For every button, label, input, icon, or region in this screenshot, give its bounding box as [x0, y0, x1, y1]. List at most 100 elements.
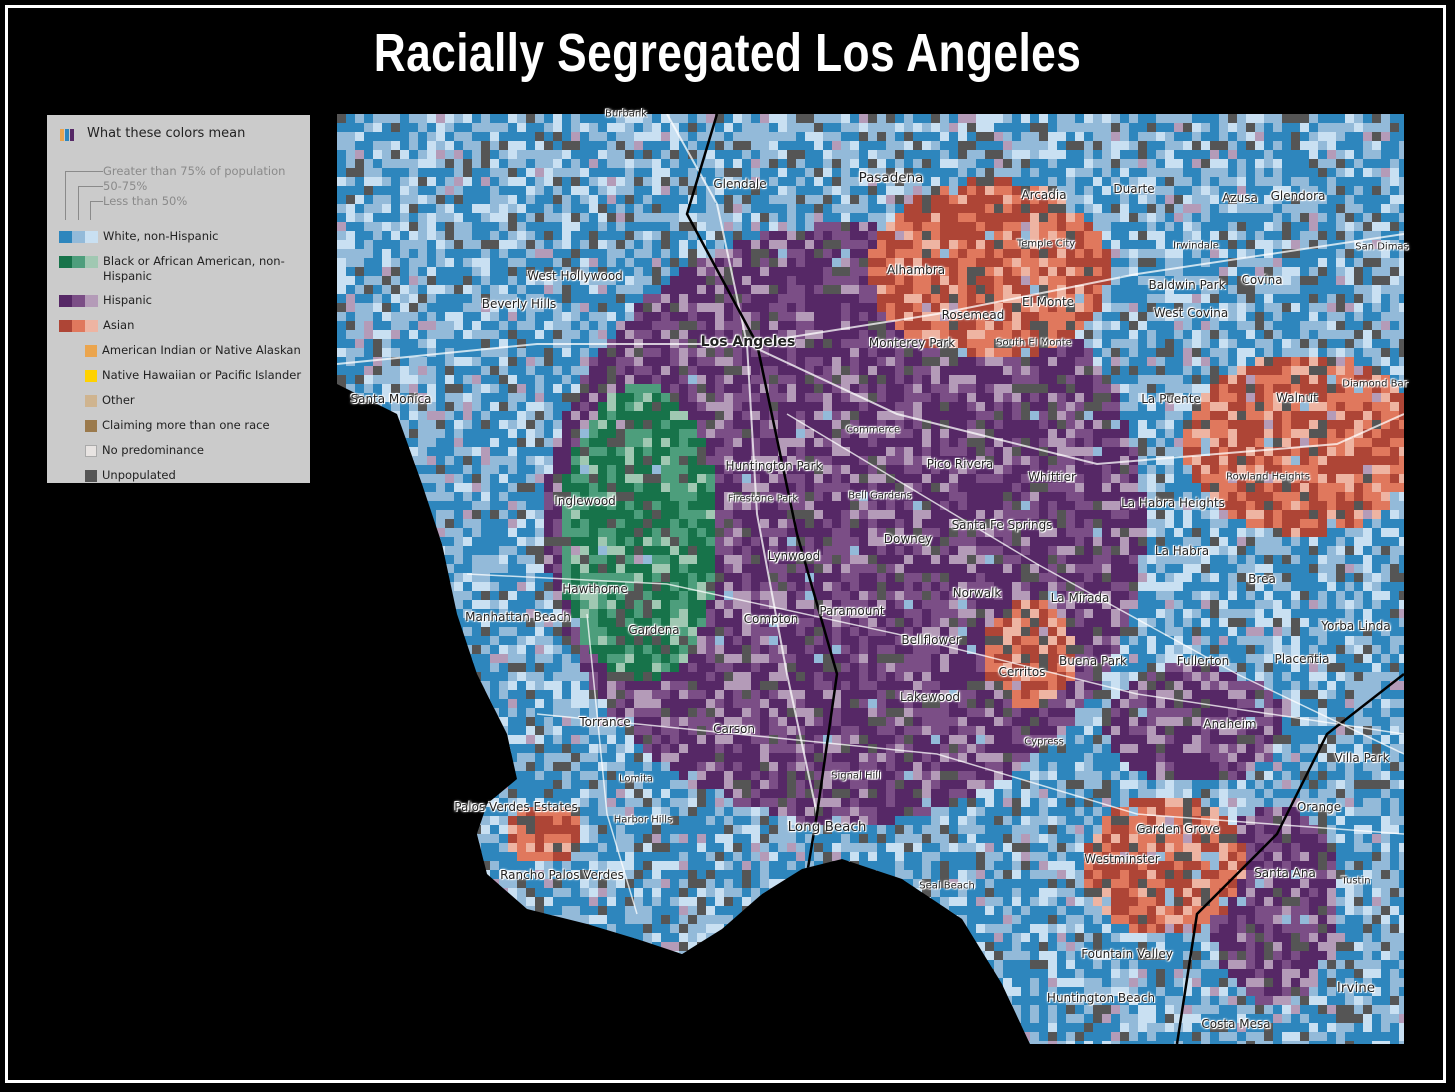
legend-swatch [85, 370, 97, 382]
place-label-temple-city: Temple City [1016, 238, 1076, 250]
place-label-lakewood: Lakewood [899, 690, 961, 704]
place-label-lynwood: Lynwood [767, 549, 821, 563]
place-label-la-habra: La Habra [1154, 544, 1210, 558]
place-label-firestone-park: Firestone Park [727, 493, 799, 505]
legend-item: No predominance [59, 443, 302, 458]
place-label-garden-grove: Garden Grove [1136, 822, 1220, 836]
place-label-placentia: Placentia [1274, 652, 1330, 666]
legend-label: Other [102, 393, 135, 407]
place-label-irvine: Irvine [1336, 980, 1376, 996]
place-label-anaheim: Anaheim [1203, 717, 1257, 731]
legend-swatch [85, 445, 97, 457]
place-label-irwindale: Irwindale [1173, 240, 1219, 252]
legend-label: Unpopulated [102, 468, 176, 482]
legend-label: Black or African American, non-Hispanic [103, 254, 285, 283]
place-label-rosemead: Rosemead [941, 308, 1005, 322]
place-label-bell-gardens: Bell Gardens [848, 490, 912, 502]
legend-item: American Indian or Native Alaskan [59, 343, 302, 358]
place-label-beverly-hills: Beverly Hills [481, 297, 557, 311]
census-tract-mosaic [337, 114, 1404, 1044]
legend-swatch [85, 470, 97, 482]
place-label-manhattan-beach: Manhattan Beach [465, 610, 571, 624]
legend-color-icon [60, 129, 74, 141]
place-label-signal-hill: Signal Hill [831, 770, 881, 782]
legend-label: White, non-Hispanic [103, 229, 219, 243]
place-label-alhambra: Alhambra [886, 263, 946, 277]
place-label-huntington-park: Huntington Park [725, 459, 823, 473]
place-label-carson: Carson [713, 722, 755, 736]
page-frame [5, 5, 1446, 1083]
legend-swatch [59, 295, 98, 307]
legend-item: Claiming more than one race [59, 418, 302, 433]
tier-connector [65, 171, 103, 220]
legend-swatch [85, 395, 97, 407]
legend-label: Hispanic [103, 293, 152, 307]
place-label-fullerton: Fullerton [1176, 654, 1230, 668]
place-label-yorba-linda: Yorba Linda [1321, 619, 1391, 633]
tier-connector [78, 186, 103, 220]
place-label-tustin: Tustin [1341, 875, 1371, 887]
place-label-south-el-monte: South El Monte [996, 337, 1072, 349]
place-label-palos-verdes-estates: Palos Verdes Estates [454, 800, 578, 814]
place-label-santa-monica: Santa Monica [350, 392, 432, 406]
place-label-lomita: Lomita [618, 773, 654, 785]
place-label-azusa: Azusa [1222, 191, 1258, 205]
place-label-compton: Compton [743, 612, 799, 626]
place-label-west-hollywood: West Hollywood [527, 269, 623, 283]
legend-label: Claiming more than one race [102, 418, 270, 432]
place-label-cypress: Cypress [1024, 736, 1064, 748]
place-label-glendale: Glendale [713, 177, 767, 191]
place-label-walnut: Walnut [1276, 391, 1318, 405]
legend-item: Other [59, 393, 302, 408]
place-label-norwalk: Norwalk [952, 586, 1002, 600]
place-label-hawthorne: Hawthorne [562, 582, 628, 596]
place-label-fountain-valley: Fountain Valley [1081, 947, 1173, 961]
legend-swatch [59, 231, 98, 243]
place-label-seal-beach: Seal Beach [919, 880, 975, 892]
place-label-santa-ana: Santa Ana [1254, 866, 1316, 880]
legend-item: White, non-Hispanic [59, 229, 303, 244]
legend-swatch [85, 345, 97, 357]
legend-swatch [85, 420, 97, 432]
tier-label-high: Greater than 75% of population [103, 164, 286, 178]
place-label-arcadia: Arcadia [1021, 188, 1067, 202]
place-label-monterey-park: Monterey Park [868, 336, 956, 350]
place-label-la-mirada: La Mirada [1050, 591, 1110, 605]
legend-label: Asian [103, 318, 135, 332]
place-label-brea: Brea [1248, 572, 1276, 586]
place-label-villa-park: Villa Park [1334, 751, 1390, 765]
place-label-diamond-bar: Diamond Bar [1342, 378, 1408, 390]
tier-label-mid: 50-75% [103, 179, 148, 193]
place-label-glendora: Glendora [1270, 189, 1326, 203]
tier-connector [90, 201, 103, 220]
place-label-whittier: Whittier [1028, 470, 1076, 484]
place-label-san-dimas: San Dimas [1355, 241, 1409, 253]
place-label-duarte: Duarte [1113, 182, 1155, 196]
map[interactable]: Burbank Glendale Pasadena Arcadia Duarte Azus… [337, 109, 1409, 1044]
legend-swatch [59, 320, 98, 332]
place-label-gardena: Gardena [628, 623, 680, 637]
legend-swatch [59, 256, 98, 268]
place-label-downey: Downey [883, 532, 933, 546]
place-label-cerritos: Cerritos [998, 665, 1046, 679]
place-label-paramount: Paramount [819, 604, 885, 618]
legend-label: Native Hawaiian or Pacific Islander [102, 368, 302, 382]
legend-label: No predominance [102, 443, 204, 457]
map-canvas [337, 114, 1404, 1044]
place-label-burbank: Burbank [605, 108, 647, 120]
place-label-pasadena: Pasadena [858, 170, 924, 186]
place-label-orange: Orange [1296, 800, 1342, 814]
legend-label: American Indian or Native Alaskan [102, 343, 301, 357]
place-label-los-angeles: Los Angeles [700, 334, 796, 350]
place-label-la-puente: La Puente [1141, 392, 1201, 406]
place-label-pico-rivera: Pico Rivera [926, 457, 994, 471]
place-label-buena-park: Buena Park [1059, 654, 1127, 668]
legend-item: Black or African American, non-Hispanic [59, 254, 303, 284]
page-title: Racially Segregated Los Angeles [373, 23, 1082, 83]
legend-item: Hispanic [59, 293, 303, 308]
place-label-torrance: Torrance [579, 715, 631, 729]
place-label-long-beach: Long Beach [787, 819, 867, 835]
road-network [337, 114, 1404, 1044]
place-label-costa-mesa: Costa Mesa [1201, 1017, 1271, 1031]
place-label-harbor-hills: Harbor Hills [613, 814, 673, 826]
